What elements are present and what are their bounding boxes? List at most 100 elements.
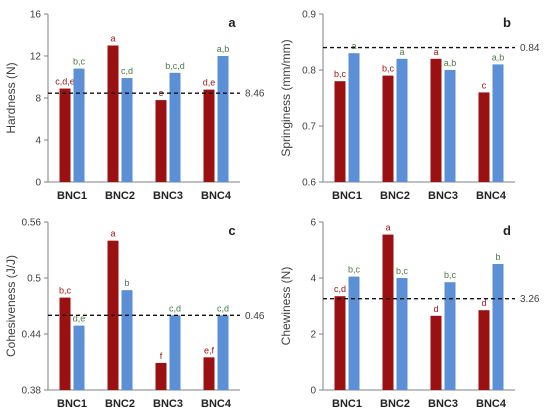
y-tick-label: 0.44 [22, 330, 42, 341]
bar [73, 68, 85, 182]
significance-label: a,b [444, 58, 457, 68]
reference-line-label: 8.46 [245, 89, 265, 100]
significance-label: c,d [217, 303, 229, 313]
bar [348, 276, 360, 390]
significance-label: d [433, 304, 438, 314]
x-tick-label: BNC4 [476, 190, 507, 202]
y-tick-label: 4 [310, 274, 316, 285]
bar [107, 45, 119, 182]
significance-label: a [385, 223, 390, 233]
significance-label: d,e [73, 314, 86, 324]
bar [396, 58, 408, 182]
y-tick-label: 16 [30, 10, 42, 21]
y-axis-label: Cohesiveness (J/J) [4, 255, 18, 357]
significance-label: b,c [73, 57, 86, 67]
significance-label: a [433, 47, 438, 57]
bar [382, 75, 394, 182]
panel-d: 0 2 4 6 Chewiness (N) d c,d b,c BNC1 a b,c BNC2 d b,c… [275, 208, 550, 416]
x-tick-label: BNC2 [380, 190, 410, 202]
x-tick-label: BNC3 [153, 190, 183, 202]
x-tick-label: BNC4 [476, 398, 507, 410]
x-tick-label: BNC3 [428, 398, 458, 410]
significance-label: a,b [492, 52, 505, 62]
reference-line-label: 0.46 [245, 311, 265, 322]
x-tick-label: BNC4 [201, 398, 232, 410]
bar [73, 325, 85, 390]
bar [444, 282, 456, 390]
bar [430, 315, 442, 390]
bar [348, 53, 360, 183]
y-tick-label: 2 [310, 330, 316, 341]
x-tick-label: BNC2 [105, 190, 135, 202]
bar [334, 81, 346, 182]
panel-letter: b [503, 15, 511, 30]
bar [444, 70, 456, 182]
bar [217, 56, 229, 182]
y-tick-label: 8 [35, 94, 41, 105]
y-tick-label: 6 [310, 218, 316, 229]
y-tick-label: 4 [35, 136, 41, 147]
significance-label: b [495, 252, 500, 262]
y-axis-label: Chewiness (N) [279, 267, 293, 346]
significance-label: b [124, 278, 129, 288]
y-tick-label: 0 [310, 386, 316, 397]
springiness-chart: 0.6 0.7 0.8 0.9 Springiness (mm/mm) b b,c a BNC1… [279, 10, 540, 203]
panel-b: 0.6 0.7 0.8 0.9 Springiness (mm/mm) b b,c a BNC1… [275, 0, 550, 208]
x-tick-label: BNC2 [380, 398, 410, 410]
reference-line-label: 0.84 [520, 43, 540, 54]
x-tick-label: BNC2 [105, 398, 135, 410]
significance-label: b,c [396, 266, 409, 276]
y-axis-label: Hardness (N) [4, 62, 18, 133]
x-tick-label: BNC1 [57, 398, 87, 410]
y-axis-label: Springiness (mm/mm) [279, 39, 293, 156]
panel-a: 0 4 8 12 16 Hardness (N) a c,d,e b,c BNC1 a c,d BNC2… [0, 0, 275, 208]
x-tick-label: BNC1 [332, 190, 362, 202]
bar [217, 315, 229, 390]
significance-label: c [482, 80, 487, 90]
bar [382, 234, 394, 390]
bar [478, 310, 490, 390]
y-tick-label: 0.56 [22, 218, 42, 229]
bar [59, 297, 71, 390]
bar [478, 92, 490, 182]
cohesiveness-chart: 0.38 0.44 0.5 0.56 Cohesiveness (J/J) c b,c d,e… [4, 218, 265, 411]
x-tick-label: BNC3 [428, 190, 458, 202]
bar [121, 290, 133, 390]
bar [121, 78, 133, 182]
significance-label: d,e [203, 78, 216, 88]
significance-label: c,d [334, 284, 346, 294]
significance-label: f [160, 351, 163, 361]
y-tick-label: 0.6 [302, 178, 316, 189]
bar [169, 72, 181, 182]
bar [203, 357, 215, 390]
significance-label: b,c [444, 270, 457, 280]
y-tick-label: 0.8 [302, 66, 316, 77]
significance-label: a [110, 229, 115, 239]
x-tick-label: BNC1 [332, 398, 362, 410]
bar [430, 58, 442, 182]
significance-label: b,c [59, 286, 72, 296]
bar [155, 100, 167, 182]
bar [155, 362, 167, 390]
significance-label: c,d,e [55, 77, 75, 87]
x-tick-label: BNC4 [201, 190, 232, 202]
panel-letter: d [503, 223, 511, 238]
bar [203, 89, 215, 182]
bar [334, 296, 346, 390]
bar [396, 278, 408, 390]
panel-letter: a [228, 15, 236, 30]
significance-label: b,c,d [165, 61, 185, 71]
panel-letter: c [228, 223, 235, 238]
bar [492, 264, 504, 390]
significance-label: b,c [348, 265, 361, 275]
hardness-chart: 0 4 8 12 16 Hardness (N) a c,d,e b,c BNC1 a c,d BNC2… [4, 10, 265, 203]
bar [492, 64, 504, 182]
reference-line-label: 3.26 [520, 294, 540, 305]
panel-c: 0.38 0.44 0.5 0.56 Cohesiveness (J/J) c b,c d,e… [0, 208, 275, 416]
significance-label: c,d [121, 66, 133, 76]
bar [169, 315, 181, 390]
significance-label: a,b [217, 44, 230, 54]
y-tick-label: 0.38 [22, 386, 42, 397]
significance-label: e,f [204, 345, 215, 355]
